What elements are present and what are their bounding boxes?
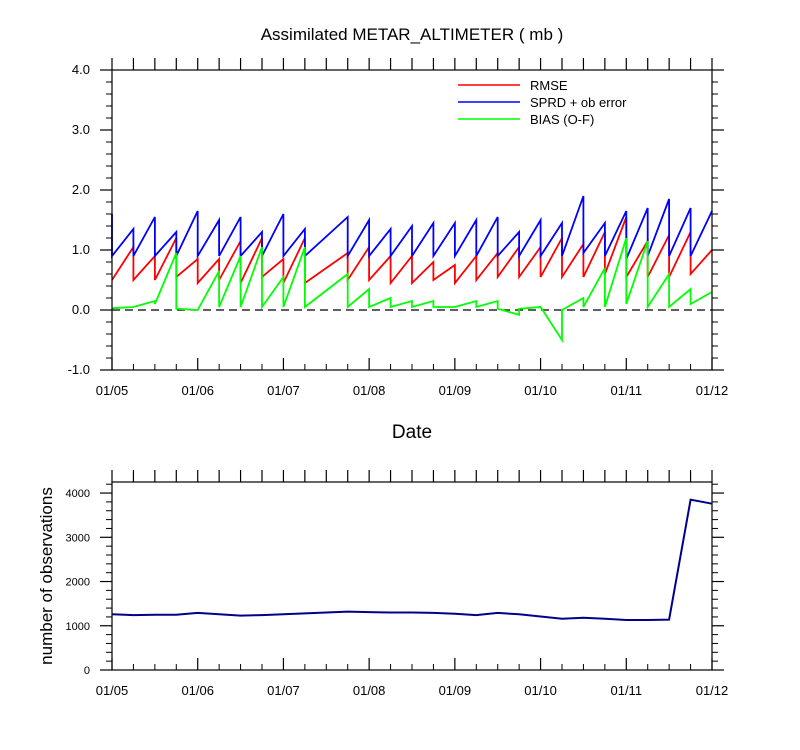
top-chart-title: Assimilated METAR_ALTIMETER ( mb ): [261, 25, 564, 44]
bottom-panel: number of observations 01/05 01/06 01/07 01…: [37, 470, 728, 698]
series-line-bottom-observations: [111, 498, 713, 621]
top-x-tick-label: 01/05: [96, 383, 129, 398]
top-x-tick-label: 01/12: [696, 383, 729, 398]
bottom-x-tick-label: 01/07: [267, 683, 300, 698]
bottom-x-tick-label: 01/12: [696, 683, 729, 698]
top-x-axis-label: Date: [392, 422, 432, 443]
top-y-tick-label: 1.0: [72, 242, 90, 257]
bottom-y-axis-label: number of observations: [37, 487, 56, 665]
bottom-y-tick-label: 3000: [66, 532, 90, 544]
top-y-tick-label: 0.0: [72, 302, 90, 317]
top-x-tick-label: 01/08: [353, 383, 386, 398]
top-x-tick-label: 01/06: [181, 383, 214, 398]
bottom-x-tick-label: 01/11: [610, 683, 642, 698]
series-line-rmse: [111, 216, 713, 286]
series-line-sprd-ob-error: [111, 195, 713, 260]
top-y-tick-label: 4.0: [72, 62, 90, 77]
series-line-bias-o-f: [111, 237, 713, 344]
top-y-tick-label: 2.0: [72, 182, 90, 197]
top-x-tick-label: 01/10: [524, 383, 557, 398]
top-x-tick-label: 01/07: [267, 383, 300, 398]
top-panel: Assimilated METAR_ALTIMETER ( mb ) Date …: [68, 25, 729, 443]
legend-label: SPRD + ob error: [530, 95, 627, 110]
top-plot-frame: [111, 69, 713, 371]
bottom-plot-frame: [111, 481, 713, 671]
bottom-y-tick-label: 0: [84, 665, 90, 677]
top-y-tick-label: 3.0: [72, 122, 90, 137]
legend-label: RMSE: [530, 78, 568, 93]
top-x-tick-label: 01/09: [439, 383, 472, 398]
bottom-y-tick-label: 2000: [66, 577, 90, 589]
top-y-tick-label: -1.0: [68, 362, 90, 377]
bottom-y-tick-label: 4000: [66, 488, 90, 500]
bottom-x-tick-label: 01/05: [96, 683, 129, 698]
bottom-y-tick-label: 1000: [66, 621, 90, 633]
bottom-x-tick-label: 01/09: [439, 683, 472, 698]
bottom-x-tick-label: 01/10: [524, 683, 557, 698]
legend-label: BIAS (O-F): [530, 112, 594, 127]
legend: RMSE SPRD + ob error BIAS (O-F): [458, 78, 627, 127]
bottom-x-tick-label: 01/08: [353, 683, 386, 698]
top-x-tick-label: 01/11: [610, 383, 642, 398]
bottom-x-tick-label: 01/06: [181, 683, 214, 698]
